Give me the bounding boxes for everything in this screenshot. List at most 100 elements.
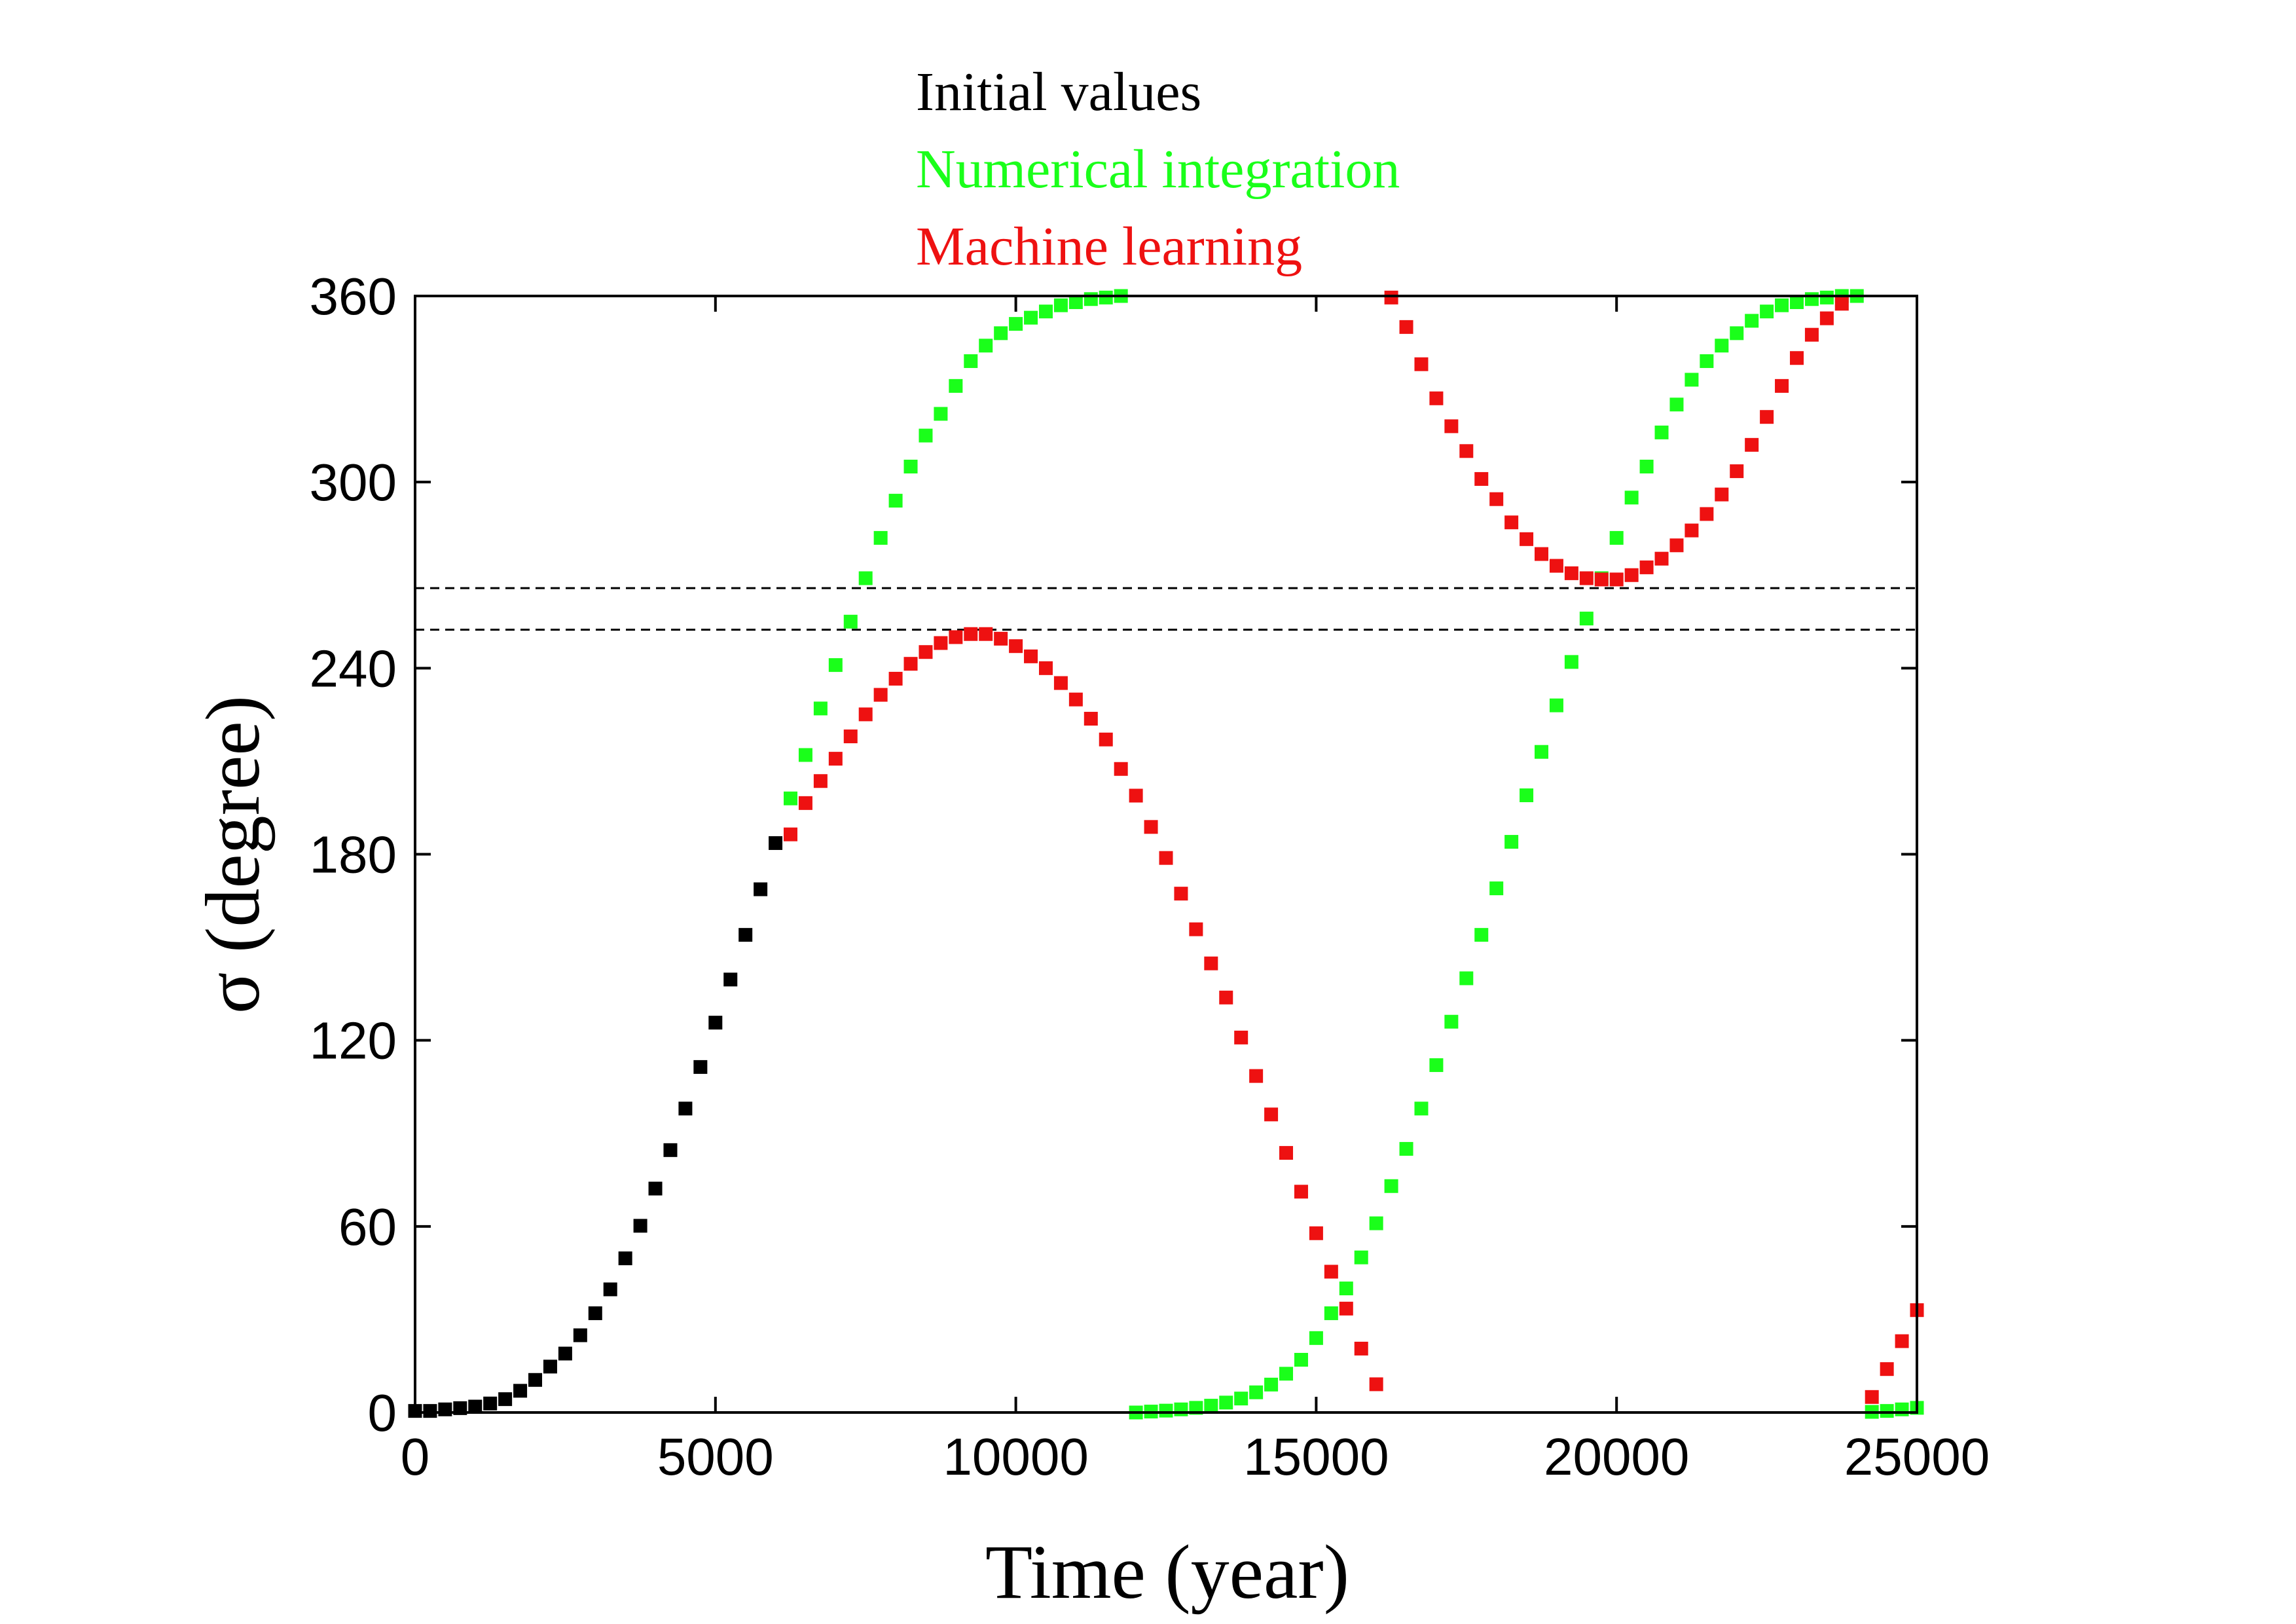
marker	[888, 494, 903, 508]
marker	[1444, 419, 1459, 434]
marker	[1730, 326, 1744, 341]
marker	[1369, 1216, 1383, 1230]
marker	[1624, 490, 1639, 505]
marker	[1579, 571, 1594, 585]
marker	[723, 972, 738, 987]
marker	[919, 428, 933, 443]
marker	[934, 407, 948, 421]
marker	[1700, 354, 1714, 368]
marker	[798, 748, 812, 762]
marker	[1144, 820, 1158, 834]
x-axis-title: Time (year)	[985, 1529, 1349, 1615]
marker	[423, 1404, 437, 1418]
marker	[1639, 459, 1654, 473]
marker	[1189, 922, 1203, 936]
marker	[964, 627, 978, 641]
marker	[618, 1251, 632, 1266]
marker	[1279, 1146, 1294, 1160]
marker	[1204, 956, 1218, 970]
marker	[1009, 639, 1023, 654]
marker	[1024, 649, 1038, 663]
marker	[663, 1143, 678, 1157]
marker	[994, 326, 1008, 341]
y-tick-label: 120	[310, 1012, 397, 1070]
marker	[1384, 290, 1398, 304]
marker	[1068, 692, 1083, 707]
marker	[919, 645, 933, 659]
marker	[828, 752, 843, 766]
marker	[754, 882, 768, 896]
marker	[1880, 1404, 1894, 1418]
marker	[903, 459, 918, 473]
marker	[1249, 1385, 1264, 1399]
marker	[678, 1101, 693, 1116]
marker	[1174, 887, 1188, 901]
x-tick-label: 5000	[657, 1428, 774, 1486]
marker	[438, 1402, 452, 1416]
marker	[1880, 1362, 1894, 1376]
marker	[1399, 320, 1413, 334]
marker	[1819, 290, 1834, 304]
marker	[1339, 1282, 1353, 1296]
marker	[1624, 568, 1639, 582]
marker	[513, 1384, 528, 1398]
marker	[843, 729, 858, 744]
marker	[1549, 559, 1563, 573]
marker	[693, 1060, 708, 1074]
marker	[1084, 712, 1098, 726]
marker	[1294, 1352, 1308, 1367]
y-tick-label: 60	[338, 1198, 397, 1256]
marker	[1354, 1341, 1368, 1356]
marker	[1789, 351, 1804, 365]
marker	[738, 928, 753, 942]
marker	[1234, 1392, 1248, 1406]
marker	[1520, 788, 1534, 803]
marker	[1429, 1058, 1444, 1073]
marker	[1459, 444, 1474, 458]
marker	[1564, 655, 1578, 669]
marker	[1159, 851, 1173, 865]
marker	[588, 1306, 602, 1320]
marker	[1114, 762, 1128, 776]
marker	[828, 658, 843, 673]
marker	[1219, 1395, 1233, 1410]
marker	[1895, 1334, 1909, 1348]
marker	[1324, 1306, 1338, 1320]
marker	[813, 774, 828, 788]
marker	[1669, 397, 1684, 412]
marker	[949, 630, 963, 644]
marker	[873, 530, 888, 545]
marker	[1685, 523, 1699, 538]
y-axis-title: σ (degree)	[190, 695, 276, 1014]
marker	[1760, 304, 1774, 319]
marker	[994, 631, 1008, 646]
marker	[1715, 487, 1729, 502]
marker	[979, 339, 993, 353]
marker	[784, 827, 797, 841]
marker	[1399, 1141, 1413, 1156]
marker	[1038, 661, 1053, 675]
legend-entry: Numerical integration	[916, 139, 1400, 200]
marker	[1354, 1250, 1368, 1264]
y-tick-label: 300	[310, 453, 397, 511]
x-tick-label: 0	[401, 1428, 430, 1486]
x-tick-label: 10000	[943, 1428, 1088, 1486]
marker	[1444, 1014, 1459, 1029]
marker	[648, 1181, 663, 1196]
series	[408, 836, 783, 1418]
marker	[498, 1392, 513, 1407]
legend-entry: Initial values	[916, 62, 1201, 122]
marker	[1038, 304, 1053, 319]
y-tick-label: 360	[310, 267, 397, 325]
marker	[1669, 538, 1684, 553]
y-tick-label: 180	[310, 826, 397, 884]
legend-entry: Machine learning	[916, 216, 1302, 277]
marker	[1309, 1226, 1323, 1240]
series	[784, 290, 1924, 1404]
marker	[873, 688, 888, 702]
marker	[1504, 515, 1519, 530]
marker	[934, 636, 948, 650]
marker	[1053, 298, 1068, 312]
marker	[1384, 1179, 1398, 1193]
